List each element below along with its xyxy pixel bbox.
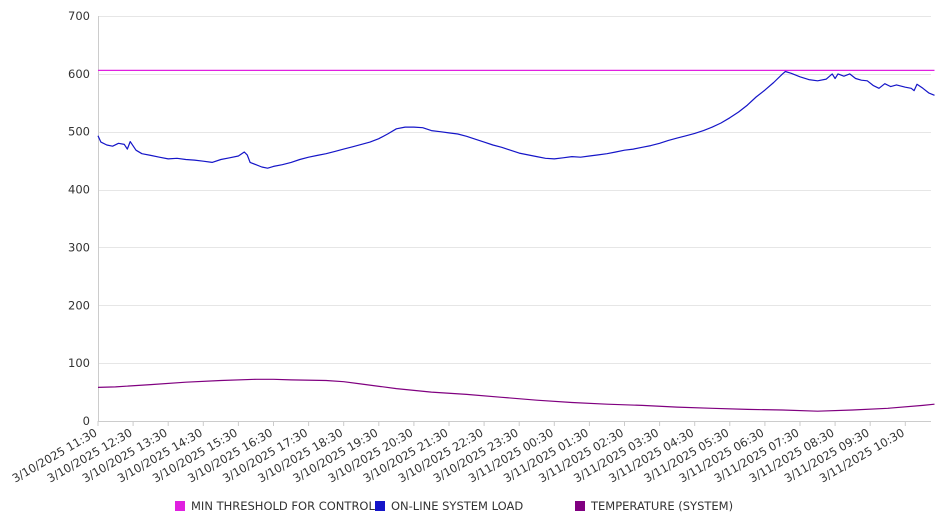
legend-swatch-min-threshold: [175, 501, 185, 511]
legend-label-system-load: ON-LINE SYSTEM LOAD: [391, 499, 524, 513]
legend-label-min-threshold: MIN THRESHOLD FOR CONTROL: [191, 499, 375, 513]
legend-swatch-temperature: [575, 501, 585, 511]
series-line-3: [97, 378, 935, 412]
series-line-2: [97, 70, 935, 169]
y-tick-label: 600: [68, 67, 90, 81]
legend-swatch-system-load: [375, 501, 385, 511]
legend-label-temperature: TEMPERATURE (SYSTEM): [591, 499, 734, 513]
y-tick-label: 300: [68, 240, 90, 254]
y-tick-label: 200: [68, 298, 90, 312]
y-axis-tick-labels: 0 100 200 300 400 500 600 700: [68, 9, 90, 428]
y-tick-label: 700: [68, 9, 90, 23]
grid-lines: [98, 16, 931, 364]
series-lines: [97, 69, 935, 412]
legend: MIN THRESHOLD FOR CONTROL ON-LINE SYSTEM…: [0, 498, 946, 514]
y-tick-label: 400: [68, 183, 90, 197]
axes: [97, 16, 931, 426]
legend-item-temperature[interactable]: TEMPERATURE (SYSTEM): [575, 498, 733, 514]
legend-item-min-threshold[interactable]: MIN THRESHOLD FOR CONTROL: [175, 498, 375, 514]
legend-item-system-load[interactable]: ON-LINE SYSTEM LOAD: [375, 498, 523, 514]
x-axis-tick-labels: 3/10/2025 11:303/10/2025 12:303/10/2025 …: [10, 425, 907, 485]
y-tick-label: 500: [68, 125, 90, 139]
y-tick-label: 100: [68, 356, 90, 370]
y-tick-label: 0: [83, 414, 90, 428]
